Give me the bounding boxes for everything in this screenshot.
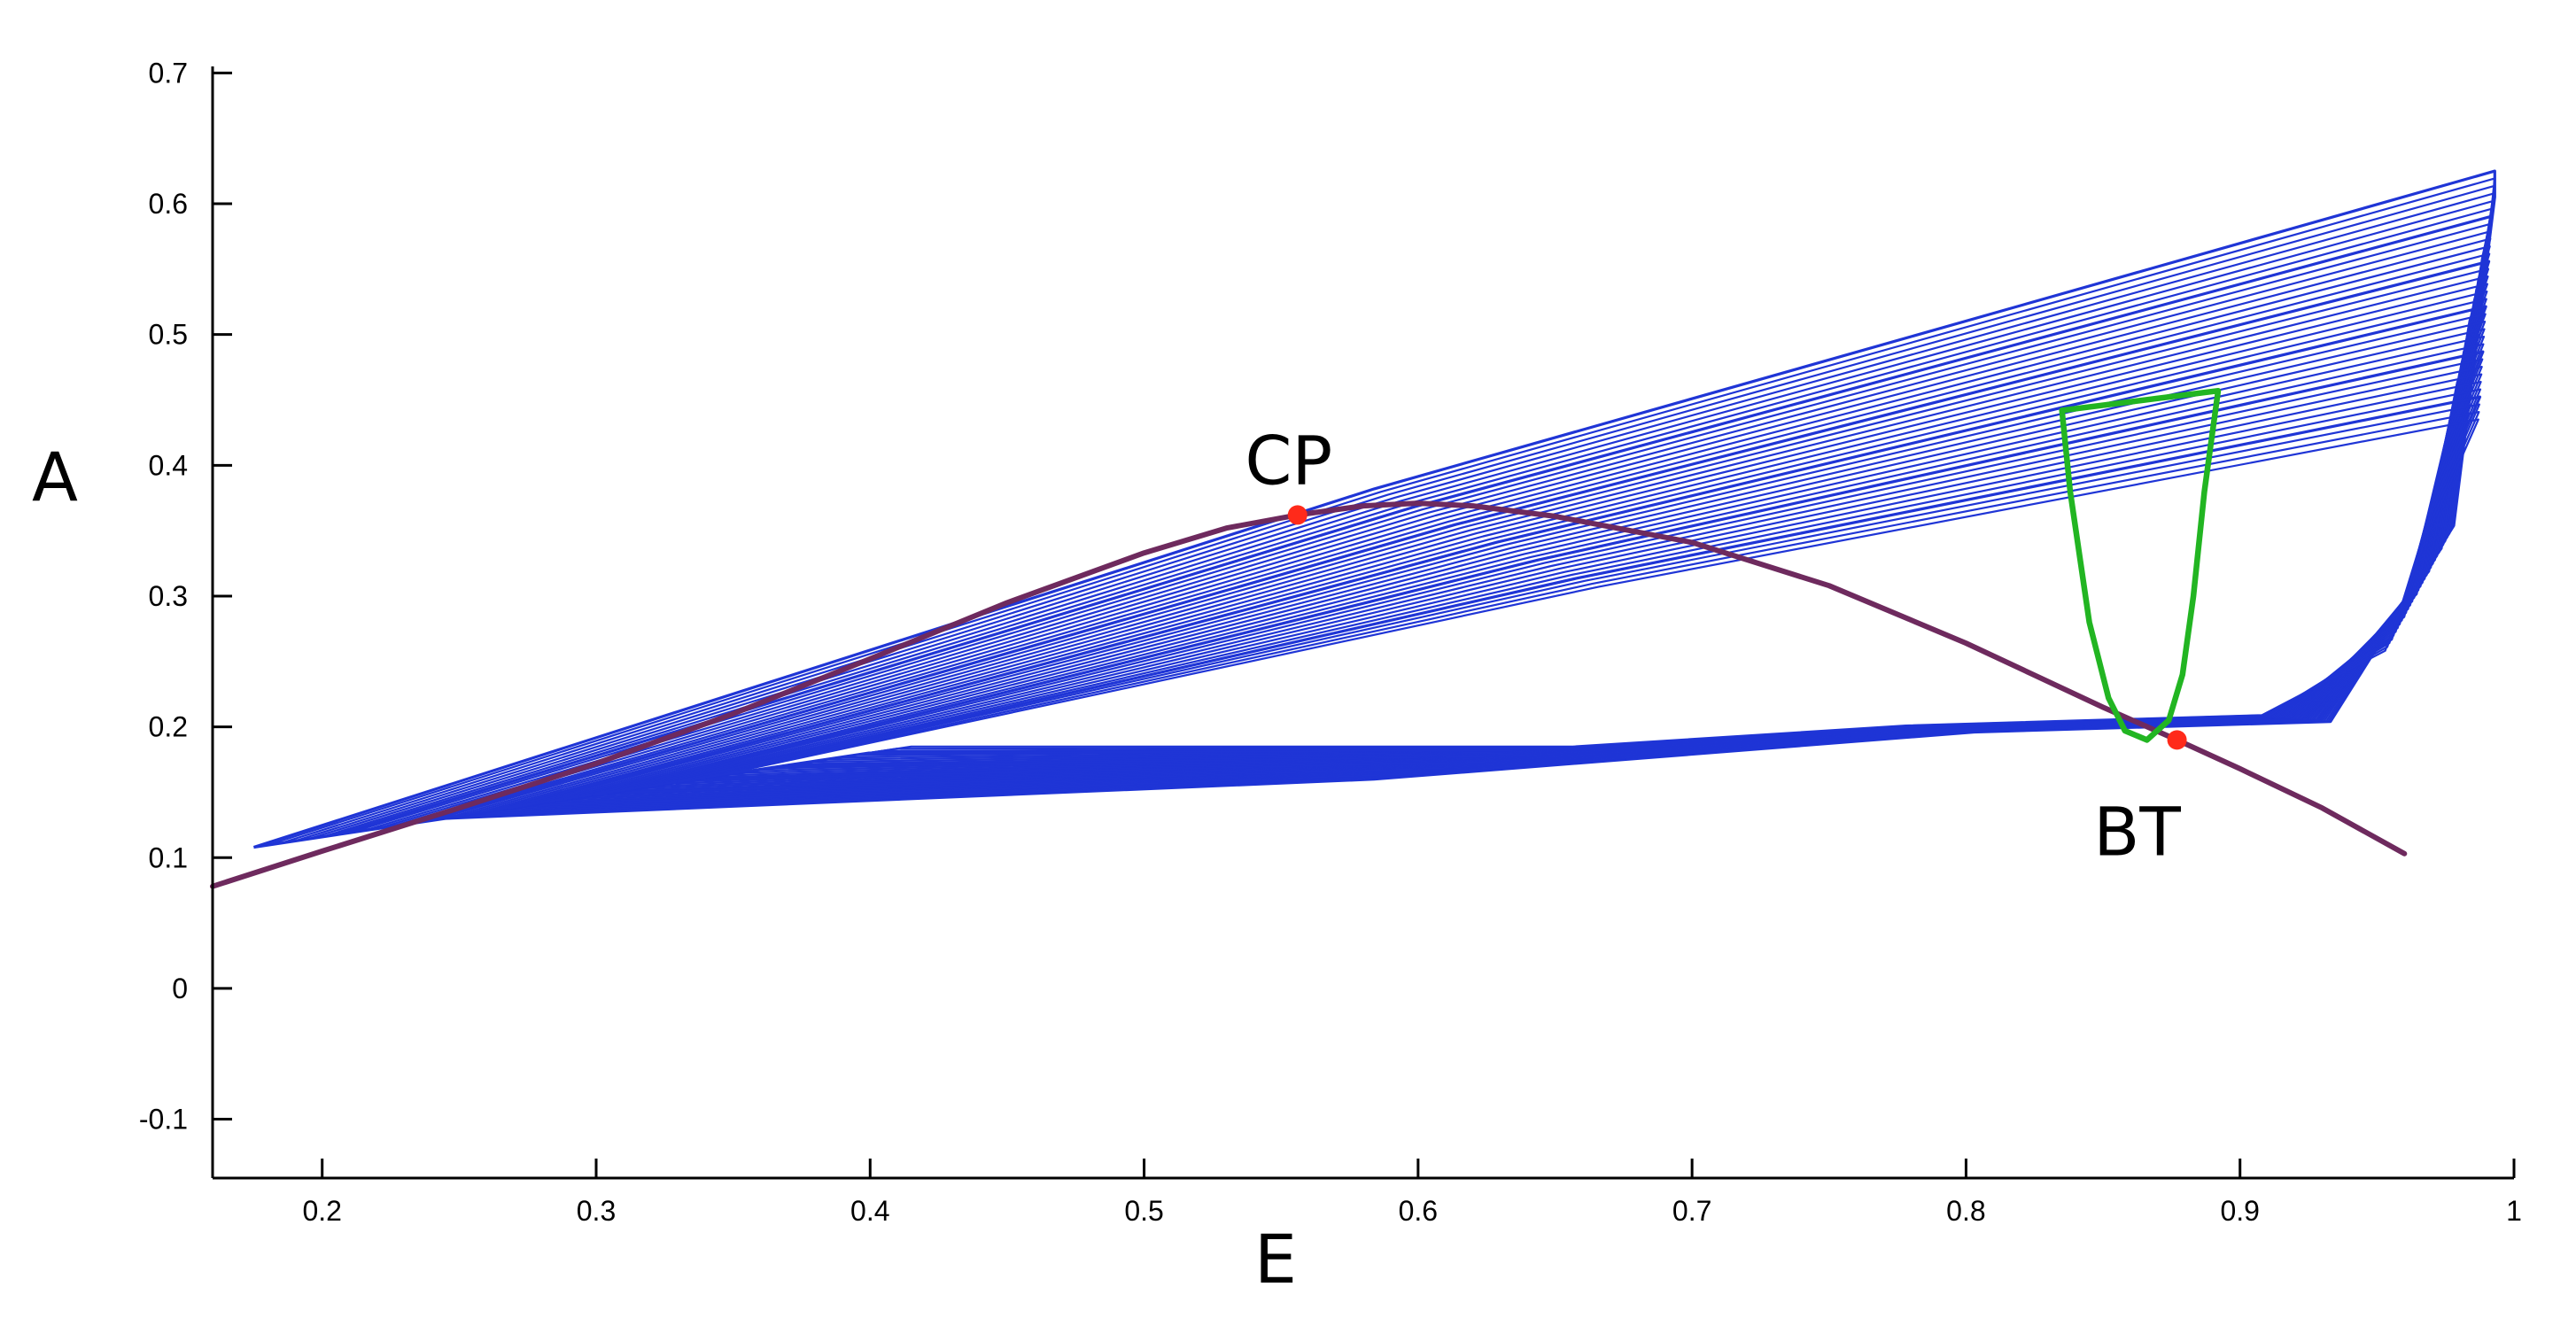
y-tick-label: 0.1: [149, 841, 188, 873]
special-points: CP BT: [1245, 421, 2187, 871]
y-tick-label: 0: [172, 973, 188, 1004]
x-tick-label: 0.8: [1946, 1195, 1985, 1227]
x-tick-label: 0.3: [577, 1195, 616, 1227]
y-tick-label: 0.6: [149, 188, 188, 220]
y-tick-label: 0.2: [149, 711, 188, 743]
x-tick-label: 0.4: [850, 1195, 889, 1227]
green-curve: [2059, 387, 2222, 743]
x-tick-label: 0.6: [1399, 1195, 1438, 1227]
cp-label: CP: [1245, 421, 1332, 500]
y-tick-label: 0.3: [149, 580, 188, 612]
x-tick-label: 0.2: [302, 1195, 341, 1227]
bt-point: [2167, 730, 2187, 750]
limit-cycle: [718, 418, 2479, 777]
cp-point: [1287, 505, 1307, 525]
ticks: 0.2 0.3 0.4 0.5 0.6 0.7 0.8 0.9 1 0.7 0.6 0.5 0.4 0.3…: [139, 57, 2522, 1227]
purple-curve: [210, 500, 2408, 889]
limit-cycle-family: [252, 169, 2496, 849]
y-tick-label: 0.4: [149, 449, 188, 481]
x-tick-label: 0.5: [1124, 1195, 1163, 1227]
y-tick-label: 0.5: [149, 319, 188, 351]
bt-label: BT: [2093, 792, 2181, 871]
x-tick-label: 0.7: [1672, 1195, 1711, 1227]
y-tick-label: 0.7: [149, 57, 188, 89]
x-tick-label: 1: [2506, 1195, 2522, 1227]
x-axis-title: E: [1254, 1220, 1297, 1299]
x-tick-label: 0.9: [2220, 1195, 2259, 1227]
y-axis-title: A: [32, 438, 78, 516]
curves: [210, 387, 2408, 889]
y-tick-label: -0.1: [139, 1104, 188, 1136]
